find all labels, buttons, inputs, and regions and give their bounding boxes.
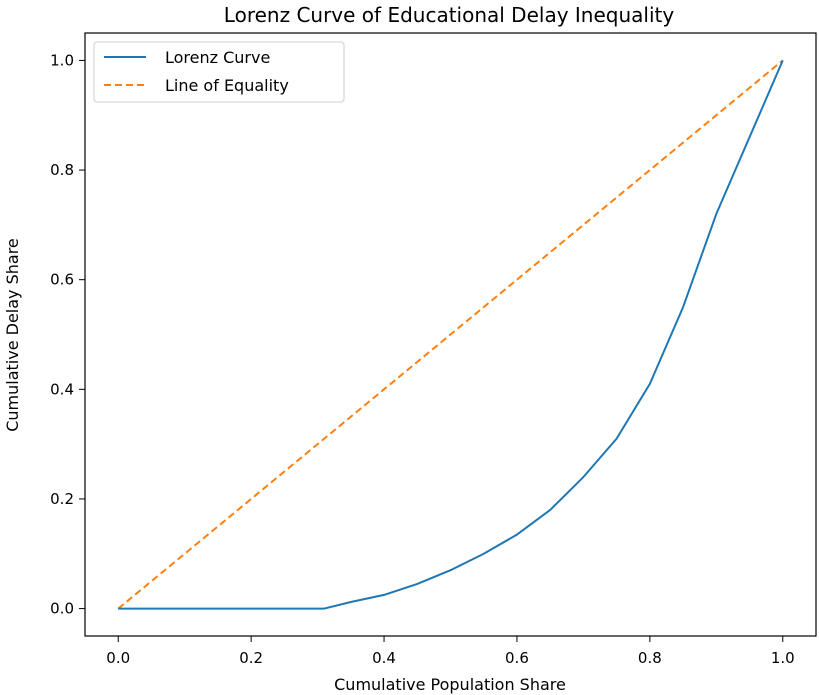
x-tick-label: 0.0: [106, 649, 130, 667]
y-tick-label: 0.6: [50, 271, 74, 289]
chart-title: Lorenz Curve of Educational Delay Inequa…: [224, 3, 675, 27]
x-tick-label: 0.6: [505, 649, 529, 667]
legend-label-lorenz-curve: Lorenz Curve: [165, 48, 270, 67]
legend-label-line-of-equality: Line of Equality: [165, 76, 289, 95]
y-tick-label: 1.0: [50, 51, 74, 69]
y-axis-label: Cumulative Delay Share: [3, 238, 22, 432]
ticks: 0.0 0.2 0.4 0.6 0.8 1.0 0.0 0.2 0.4 0.6 0.8 1.0: [50, 51, 795, 667]
series-group: [117, 59, 784, 610]
legend: Lorenz Curve Line of Equality: [93, 41, 345, 103]
x-axis-label: Cumulative Population Share: [334, 675, 566, 694]
x-tick-label: 1.0: [771, 649, 795, 667]
series-line-lorenz-curve: [118, 60, 784, 610]
legend-box: [93, 41, 345, 103]
y-tick-label: 0.8: [50, 161, 74, 179]
x-tick-label: 0.2: [239, 649, 263, 667]
x-tick-label: 0.4: [372, 649, 396, 667]
y-tick-label: 0.0: [50, 600, 74, 618]
y-tick-label: 0.4: [50, 380, 74, 398]
y-tick-label: 0.2: [50, 490, 74, 508]
series-line-line-of-equality: [117, 59, 784, 610]
x-tick-label: 0.8: [638, 649, 662, 667]
